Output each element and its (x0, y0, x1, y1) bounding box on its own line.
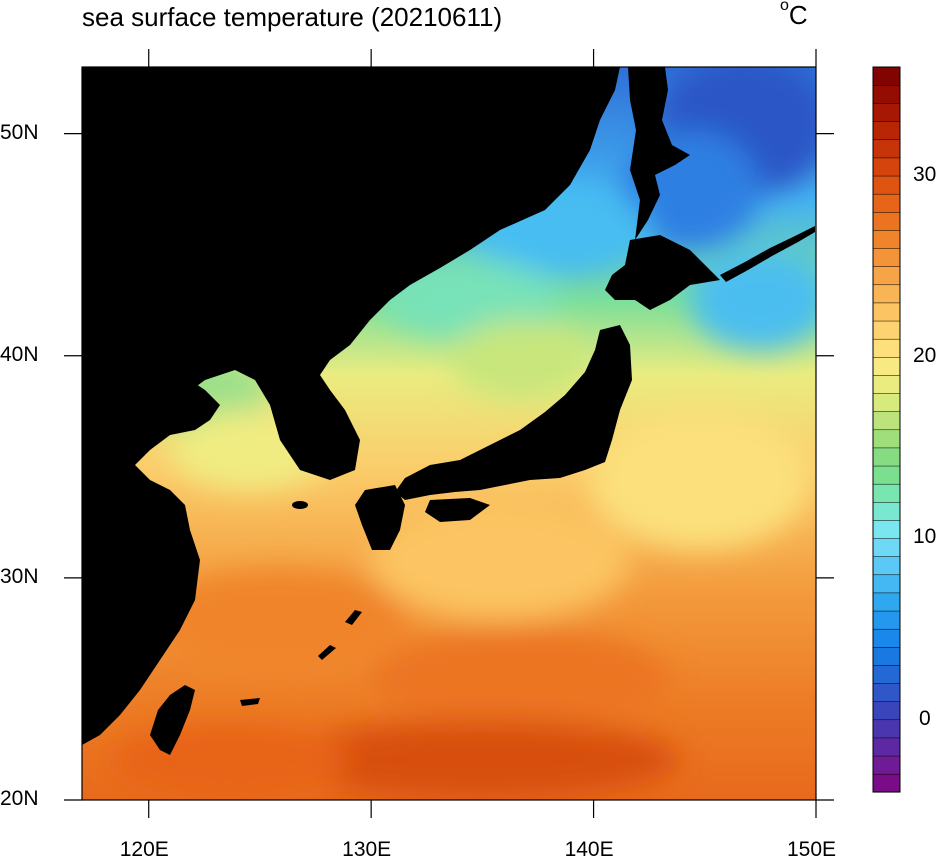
degree-symbol: o (780, 0, 789, 15)
units-celsius: C (788, 0, 808, 30)
colorbar-segment (872, 664, 901, 684)
lat-tick-label: 20N (0, 787, 39, 810)
colorbar-segment (872, 84, 901, 104)
colorbar-tick-label: 20 (913, 344, 937, 367)
units-label: oC (780, 0, 808, 31)
colorbar-segment (872, 66, 901, 86)
colorbar-tick-label: 10 (913, 525, 937, 549)
colorbar-tick-label: 0 (919, 706, 931, 730)
colorbar-segment (872, 266, 901, 286)
colorbar-frame (872, 66, 901, 793)
colorbar-segment (872, 103, 901, 122)
lon-tick-label: 120E (119, 838, 169, 861)
colorbar-segment (872, 755, 901, 775)
colorbar-segment (872, 211, 901, 231)
lon-tick-label: 130E (342, 838, 392, 861)
colorbar-segment (872, 483, 901, 503)
colorbar-segment (872, 628, 901, 648)
colorbar (872, 66, 901, 793)
colorbar-segment (872, 338, 901, 358)
colorbar-segment (872, 501, 901, 521)
colorbar-segment (872, 302, 901, 322)
colorbar-segment (872, 356, 901, 376)
colorbar-segment (872, 193, 901, 213)
lat-tick-label: 30N (0, 564, 39, 588)
colorbar-segment (872, 284, 901, 304)
colorbar-segment (872, 683, 901, 702)
colorbar-segment (872, 592, 901, 612)
colorbar-segment (872, 429, 901, 449)
colorbar-tick-label: 30 (913, 162, 937, 186)
plot-frame (81, 66, 817, 801)
colorbar-segment (872, 139, 901, 159)
colorbar-segment (872, 773, 901, 793)
colorbar-segment (872, 248, 901, 267)
lon-tick-label: 150E (787, 838, 837, 861)
colorbar-segment (872, 393, 901, 412)
land (82, 67, 815, 755)
colorbar-segment (872, 701, 901, 721)
colorbar-segment (872, 610, 901, 630)
colorbar-segment (872, 157, 901, 177)
lat-tick-label: 50N (0, 120, 39, 144)
axis-ticks (64, 49, 834, 818)
colorbar-segment (872, 411, 901, 431)
colorbar-segment (872, 719, 901, 739)
colorbar-segment (872, 229, 901, 249)
colorbar-segment (872, 556, 901, 576)
colorbar-segment (872, 465, 901, 485)
sst-field (82, 67, 816, 800)
colorbar-segment (872, 519, 901, 539)
colorbar-segment (872, 121, 901, 141)
lon-tick-label: 140E (564, 838, 614, 861)
colorbar-segment (872, 574, 901, 594)
colorbar-segment (872, 175, 901, 195)
map-title: sea surface temperature (20210611) (82, 2, 503, 32)
lat-tick-label: 40N (0, 342, 39, 366)
colorbar-segment (872, 646, 901, 666)
colorbar-segment (872, 737, 901, 757)
colorbar-segment (872, 320, 901, 340)
colorbar-segment (872, 374, 901, 394)
colorbar-segment (872, 447, 901, 467)
colorbar-segment (872, 538, 901, 557)
